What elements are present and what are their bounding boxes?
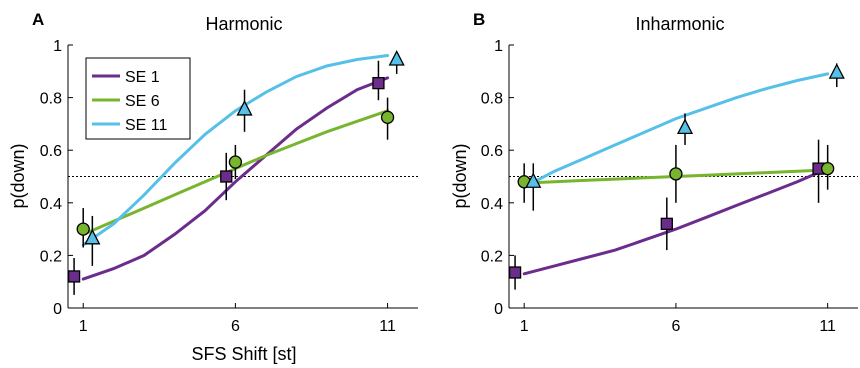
data-point-se11-a: [236, 100, 253, 116]
y-axis-label-b: p(down): [450, 143, 470, 208]
x-tick-label-a: 1: [79, 318, 88, 335]
y-tick-label-b: 0.2: [481, 248, 503, 265]
fit-curve-se1-b: [522, 167, 830, 276]
x-tick-label-b: 11: [819, 318, 836, 335]
y-tick-label-b: 0.4: [481, 196, 503, 213]
y-tick-label-a: 0: [53, 301, 62, 318]
data-point-se1-b: [508, 266, 522, 279]
y-tick-label-b: 0.6: [481, 143, 503, 160]
legend: SE 1 SE 6 SE 11: [85, 57, 191, 140]
y-axis-label-a: p(down): [8, 143, 28, 208]
panel-title-inharmonic: Inharmonic: [635, 14, 724, 34]
data-point-se1-a: [67, 270, 81, 283]
data-point-se1-a: [220, 170, 233, 183]
fit-curve-se11-b: [522, 72, 830, 189]
data-point-se6-a: [76, 222, 90, 236]
fit-curve-se1-a: [81, 76, 390, 281]
data-point-se6-b: [669, 167, 683, 181]
legend-label-se1: SE 1: [125, 69, 160, 86]
data-point-se11-b: [828, 63, 845, 79]
y-tick-label-b: 1: [494, 38, 503, 55]
legend-label-se6: SE 6: [125, 93, 160, 110]
y-tick-label-a: 0.8: [40, 91, 62, 108]
panel-a: A Harmonic p(down) SFS Shift [st] 0 0.2 0.…: [8, 10, 418, 364]
data-point-se11-b: [525, 172, 542, 188]
y-tick-label-a: 0.6: [40, 143, 62, 160]
data-point-se11-b: [676, 118, 694, 134]
x-tick-label-a: 6: [231, 318, 240, 335]
data-point-se6-a: [228, 155, 243, 169]
data-point-se11-a: [388, 50, 405, 66]
x-tick-label-b: 6: [671, 318, 680, 335]
y-tick-label-b: 0: [494, 301, 503, 318]
panel-letter-b: B: [473, 10, 485, 29]
y-tick-label-a: 0.4: [40, 196, 62, 213]
data-point-se1-a: [372, 76, 385, 90]
x-axis-label-a: SFS Shift [st]: [191, 344, 296, 364]
panel-title-harmonic: Harmonic: [205, 14, 282, 34]
data-point-se11-a: [84, 228, 101, 245]
y-tick-label-a: 0.2: [40, 248, 62, 265]
data-point-se6-b: [821, 161, 835, 176]
fit-curve-se11-a: [81, 54, 390, 247]
y-tick-label-b: 0.8: [481, 91, 503, 108]
y-tick-label-a: 1: [53, 38, 62, 55]
panel-b: B Inharmonic p(down) 00.20.40.60.811 6 11: [450, 10, 858, 335]
x-tick-label-b: 1: [520, 318, 529, 335]
legend-label-se11: SE 11: [125, 117, 168, 134]
data-point-se6-a: [380, 110, 395, 124]
data-point-se1-b: [660, 217, 673, 230]
panel-letter-a: A: [32, 10, 44, 29]
x-tick-label-a: 11: [379, 318, 396, 335]
